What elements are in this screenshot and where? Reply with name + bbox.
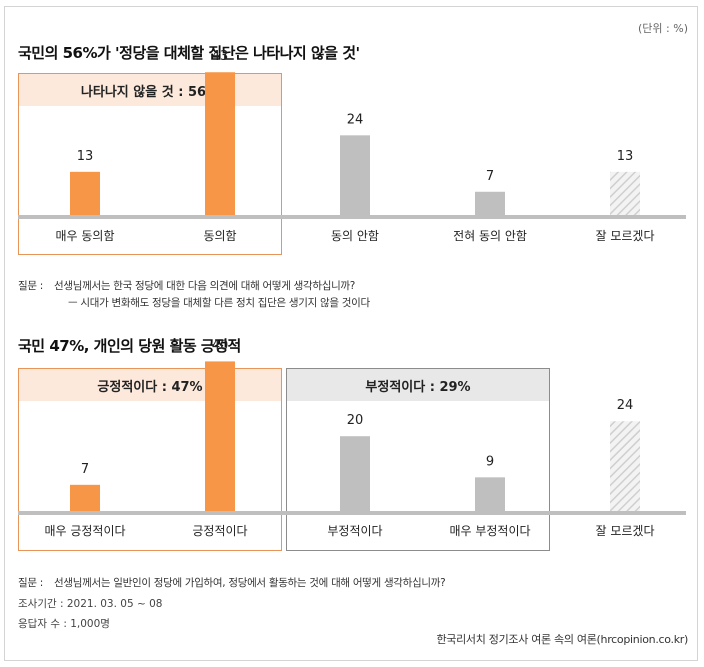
chart1-question: 질문 : 선생님께서는 한국 정당에 대한 다음 의견에 대해 어떻게 생각하십… (18, 278, 355, 293)
chart2-category-label-1: 긍정적이다 (192, 524, 247, 538)
chart2-value-label-3: 9 (486, 454, 494, 469)
chart2-baseline (18, 511, 686, 515)
chart2-group-positive-label: 긍정적이다 : 47% (19, 369, 281, 401)
chart2-title: 국민 47%, 개인의 당원 활동 긍정적 (18, 337, 241, 355)
unit-label: (단위 : %) (638, 22, 688, 35)
chart1-value-label-0: 13 (77, 149, 94, 164)
chart2-value-label-4: 24 (617, 398, 634, 413)
chart2-category-label-0: 매우 긍정적이다 (44, 524, 125, 538)
chart2-question-label: 질문 : (18, 577, 43, 589)
chart2-category-label-2: 부정적이다 (327, 524, 382, 538)
chart2-bar-4 (610, 421, 640, 511)
chart2-value-label-1: 40 (212, 338, 229, 353)
chart1-value-label-2: 24 (347, 112, 364, 127)
chart2-value-label-2: 20 (347, 413, 364, 428)
chart2-group-negative: 부정적이다 : 29% (286, 368, 550, 551)
chart1-category-label-1: 동의함 (203, 229, 236, 243)
chart2-value-label-0: 7 (81, 462, 89, 477)
chart1-value-label-1: 43 (212, 49, 229, 64)
chart1-baseline (18, 215, 686, 219)
chart2-bar-3 (475, 477, 505, 511)
chart2-question: 질문 : 선생님께서는 일반인이 정당에 가입하여, 정당에서 활동하는 것에 … (18, 575, 446, 590)
chart1-question-line2: ㅡ 시대가 변화해도 정당을 대체할 다른 정치 집단은 생기지 않을 것이다 (68, 297, 370, 309)
respondents: 응답자 수 : 1,000명 (18, 618, 110, 630)
chart2-bar-0 (70, 484, 100, 511)
chart1-category-label-2: 동의 안함 (331, 229, 379, 243)
chart1-bar-0 (70, 171, 100, 215)
chart1-question-label: 질문 : (18, 280, 43, 292)
chart2-group-negative-label: 부정적이다 : 29% (287, 369, 549, 401)
chart2-category-label-4: 잘 모르겠다 (595, 524, 654, 538)
chart1-bar-3 (475, 191, 505, 215)
chart1-category-label-4: 잘 모르겠다 (595, 229, 654, 243)
chart1-title: 국민의 56%가 '정당을 대체할 집단은 나타나지 않을 것' (18, 44, 360, 62)
chart1-bar-1 (205, 72, 235, 216)
chart1-category-label-0: 매우 동의함 (55, 229, 114, 243)
chart2-bar-1 (205, 361, 235, 511)
chart1-value-label-3: 7 (486, 169, 494, 184)
source: 한국리서치 정기조사 여론 속의 여론(hrcopinion.co.kr) (436, 633, 688, 646)
chart1-category-label-3: 전혀 동의 안함 (453, 229, 527, 243)
chart2-question-line1: 선생님께서는 일반인이 정당에 가입하여, 정당에서 활동하는 것에 대해 어떻… (54, 577, 446, 589)
chart1-bar-2 (340, 135, 370, 215)
chart1-group-agree-label: 나타나지 않을 것 : 56% (19, 74, 281, 106)
chart1-bar-4 (610, 171, 640, 215)
chart2-category-label-3: 매우 부정적이다 (449, 524, 530, 538)
chart2-group-positive: 긍정적이다 : 47% (18, 368, 282, 551)
survey-period: 조사기간 : 2021. 03. 05 ~ 08 (18, 598, 163, 610)
chart-frame (4, 6, 698, 661)
chart2-bar-2 (340, 436, 370, 511)
chart1-value-label-4: 13 (617, 149, 634, 164)
chart1-question-line1: 선생님께서는 한국 정당에 대한 다음 의견에 대해 어떻게 생각하십니까? (54, 280, 356, 292)
chart1-group-agree: 나타나지 않을 것 : 56% (18, 73, 282, 255)
